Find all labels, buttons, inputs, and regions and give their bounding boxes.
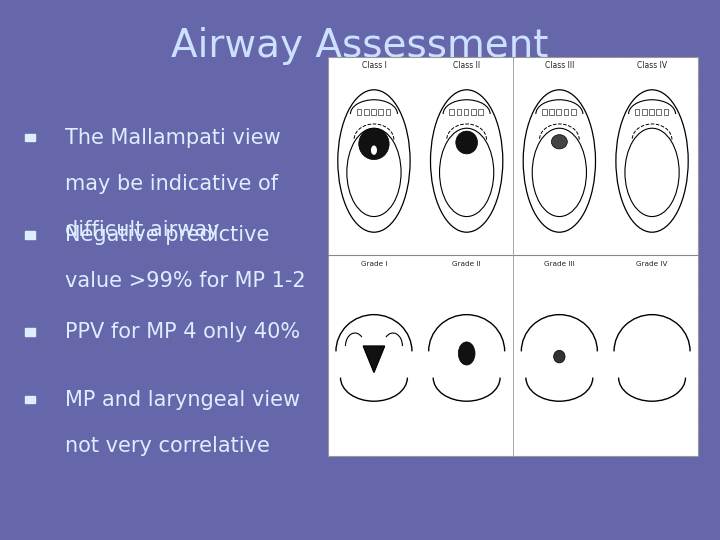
Bar [356, 109, 361, 116]
Bar [657, 109, 661, 116]
Bar [25, 328, 35, 336]
Text: Class II: Class II [453, 61, 480, 70]
Ellipse shape [371, 145, 377, 155]
Text: Airway Assessment: Airway Assessment [171, 27, 549, 65]
Text: not very correlative: not very correlative [65, 435, 270, 456]
Text: Negative predictive: Negative predictive [65, 225, 269, 245]
Text: may be indicative of: may be indicative of [65, 173, 278, 194]
Bar [449, 109, 454, 116]
Ellipse shape [439, 128, 494, 217]
Ellipse shape [431, 90, 503, 232]
Ellipse shape [523, 90, 595, 232]
Text: Grade II: Grade II [452, 261, 481, 267]
Ellipse shape [552, 134, 567, 149]
Text: The Mallampati view: The Mallampati view [65, 127, 281, 148]
Text: MP and laryngeal view: MP and laryngeal view [65, 389, 300, 410]
Ellipse shape [338, 90, 410, 232]
Text: Grade I: Grade I [361, 261, 387, 267]
Bar [25, 231, 35, 239]
Bar [385, 109, 390, 116]
Bar [649, 109, 654, 116]
Text: value >99% for MP 1-2: value >99% for MP 1-2 [65, 271, 305, 291]
Ellipse shape [554, 350, 565, 363]
Text: PPV for MP 4 only 40%: PPV for MP 4 only 40% [65, 322, 300, 342]
Polygon shape [364, 346, 384, 373]
Bar [635, 109, 639, 116]
Ellipse shape [532, 128, 587, 217]
Text: difficult airway: difficult airway [65, 219, 220, 240]
Ellipse shape [347, 128, 401, 217]
Bar [549, 109, 554, 116]
Ellipse shape [616, 90, 688, 232]
Bar [642, 109, 647, 116]
Text: Class III: Class III [544, 61, 574, 70]
Bar [542, 109, 546, 116]
Bar [571, 109, 575, 116]
Bar [328, 57, 698, 456]
Bar [564, 109, 568, 116]
Bar [664, 109, 668, 116]
Text: Class IV: Class IV [637, 61, 667, 70]
Bar [456, 109, 462, 116]
Ellipse shape [359, 128, 389, 160]
Bar [378, 109, 383, 116]
Text: Grade III: Grade III [544, 261, 575, 267]
Bar [25, 134, 35, 141]
Bar [557, 109, 561, 116]
Bar [364, 109, 369, 116]
Bar [464, 109, 469, 116]
Ellipse shape [456, 131, 477, 154]
Text: Grade IV: Grade IV [636, 261, 668, 267]
Text: Class I: Class I [361, 61, 387, 70]
Ellipse shape [459, 342, 475, 365]
Bar [471, 109, 476, 116]
Bar [25, 396, 35, 403]
Bar [371, 109, 376, 116]
Ellipse shape [625, 128, 679, 217]
Bar [478, 109, 483, 116]
